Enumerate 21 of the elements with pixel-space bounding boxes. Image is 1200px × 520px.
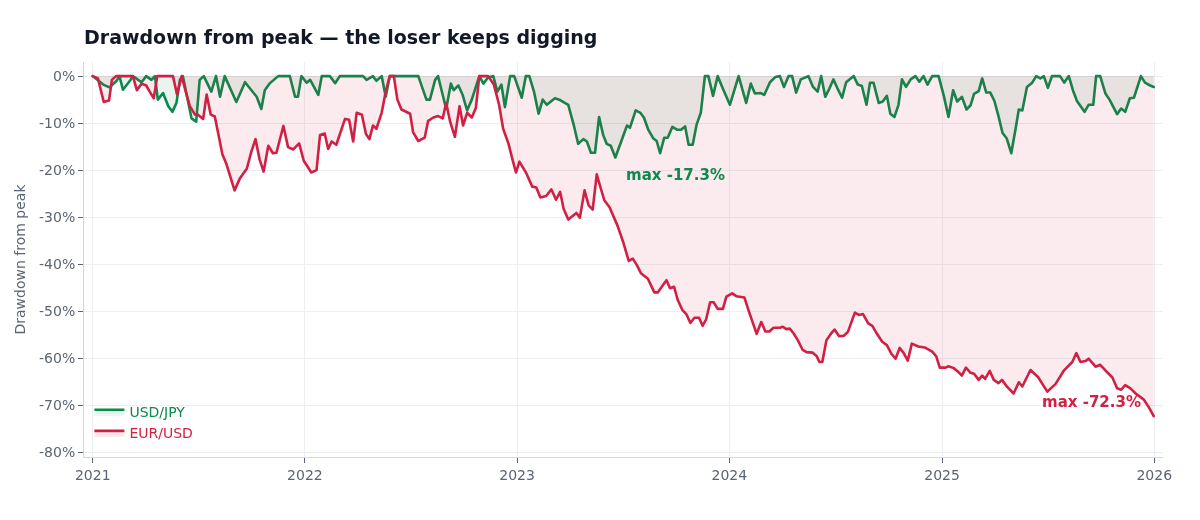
x-tick-label: 2023 (499, 466, 535, 483)
x-tick-label: 2024 (711, 466, 748, 483)
y-tick-label: 0% (52, 68, 76, 85)
y-tick-label: -60% (39, 350, 76, 367)
annotation: max -72.3% (1042, 393, 1141, 411)
x-tick-label: 2021 (74, 466, 111, 483)
y-tick-label: -40% (39, 256, 76, 273)
y-tick-label: -70% (39, 397, 76, 414)
y-axis-title: Drawdown from peak (11, 183, 28, 335)
legend-label: EUR/USD (129, 425, 193, 442)
chart-title: Drawdown from peak — the loser keeps digging (84, 25, 598, 48)
y-tick-label: -50% (39, 303, 76, 320)
y-tick-label: -80% (39, 444, 76, 461)
y-tick-label: -30% (39, 209, 76, 226)
y-tick-label: -10% (39, 115, 76, 132)
x-tick-label: 2026 (1136, 466, 1173, 483)
annotation: max -17.3% (626, 166, 725, 184)
x-tick-label: 2025 (924, 466, 960, 483)
y-tick-label: -20% (39, 162, 76, 179)
legend-label: USD/JPY (129, 404, 186, 421)
x-tick-label: 2022 (287, 466, 323, 483)
